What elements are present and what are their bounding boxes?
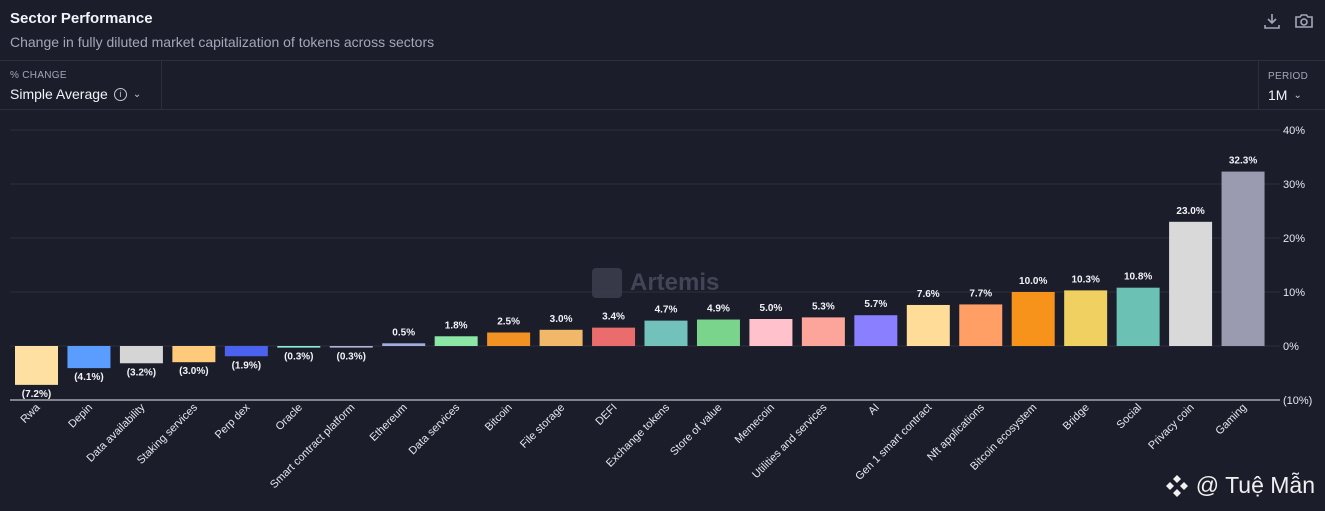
data-label: 5.3% <box>812 301 835 312</box>
bar[interactable] <box>67 346 111 369</box>
bar[interactable] <box>592 327 636 346</box>
x-tick-label: Oracle <box>274 402 305 433</box>
camera-icon[interactable] <box>1293 10 1315 32</box>
data-label: 4.7% <box>655 305 678 316</box>
bar[interactable] <box>801 317 845 346</box>
x-tick-label: Smart contract platform <box>268 402 357 491</box>
chevron-down-icon: ⌄ <box>1293 89 1302 101</box>
data-label: (4.1%) <box>74 372 103 383</box>
bar[interactable] <box>1221 171 1265 346</box>
divider <box>161 61 162 109</box>
x-tick-label: File storage <box>518 402 567 451</box>
data-label: (1.9%) <box>232 360 261 371</box>
x-tick-label: Memecoin <box>733 402 777 446</box>
x-tick-label: Social <box>1115 402 1145 432</box>
info-icon[interactable]: i <box>113 87 127 101</box>
bar-chart: 40% 30% 20% 10% 0% (10%) (7.2%)Rwa (4.1%) Depin (… <box>10 125 1312 491</box>
credit-text: @ Tuệ Mẫn <box>1195 472 1315 498</box>
download-icon[interactable] <box>1261 10 1283 32</box>
chart-subtitle: Change in fully diluted market capitaliz… <box>10 34 435 50</box>
x-tick-label: DEFI <box>593 402 619 428</box>
bar[interactable] <box>487 332 531 347</box>
x-tick-label: Bitcoin <box>483 402 515 434</box>
bar[interactable] <box>959 304 1003 346</box>
data-label: 7.7% <box>969 288 992 299</box>
bar[interactable] <box>906 304 950 346</box>
data-label: (7.2%) <box>22 389 51 400</box>
bar[interactable] <box>434 336 478 346</box>
y-tick-label: 10% <box>1283 287 1305 299</box>
x-tick-label: Gen 1 smart contract <box>853 402 934 483</box>
data-label: (0.3%) <box>337 352 366 363</box>
change-label: % CHANGE <box>10 70 67 81</box>
bar[interactable] <box>172 346 216 363</box>
chart-title: Sector Performance <box>10 10 153 27</box>
bar[interactable] <box>696 319 740 346</box>
bar[interactable] <box>382 343 426 346</box>
data-label: 10.3% <box>1071 274 1099 285</box>
y-tick-label: 30% <box>1283 179 1305 191</box>
x-tick-label: Depin <box>66 402 95 431</box>
bar[interactable] <box>854 315 898 346</box>
data-label: 0.5% <box>392 327 415 338</box>
period-selector[interactable]: PERIOD 1M ⌄ <box>1268 71 1308 103</box>
x-tick-label: Ethereum <box>368 402 410 444</box>
bar[interactable] <box>1116 287 1160 346</box>
bar[interactable] <box>1011 292 1055 346</box>
bar[interactable] <box>329 346 373 348</box>
bar[interactable] <box>224 346 268 357</box>
x-tick-label: Data services <box>407 401 463 457</box>
x-tick-label: Store of value <box>668 402 724 458</box>
period-value: 1M <box>1268 87 1288 103</box>
bar[interactable] <box>749 319 793 346</box>
data-label: 23.0% <box>1176 206 1204 217</box>
y-tick-label: (10%) <box>1283 395 1312 407</box>
change-dropdown[interactable]: Simple Average i ⌄ <box>10 86 141 102</box>
x-tick-label: Perp dex <box>213 401 253 441</box>
data-label: 3.0% <box>550 314 573 325</box>
credit: @ Tuệ Mẫn <box>1164 472 1315 499</box>
data-label: 4.9% <box>707 304 730 315</box>
bar[interactable] <box>1169 221 1213 346</box>
data-label: 1.8% <box>445 320 468 331</box>
bar[interactable] <box>539 329 583 346</box>
watermark: Artemis <box>592 268 719 298</box>
data-label: 5.7% <box>864 299 887 310</box>
artemis-logo-icon <box>592 268 622 298</box>
x-tick-label: AI <box>866 402 882 418</box>
data-label: 32.3% <box>1229 156 1257 167</box>
bar[interactable] <box>119 346 163 364</box>
chevron-down-icon: ⌄ <box>132 88 142 100</box>
data-label: (3.2%) <box>127 367 156 378</box>
data-label: 5.0% <box>760 303 783 314</box>
change-value: Simple Average <box>10 86 108 102</box>
data-label: (3.0%) <box>179 366 208 377</box>
period-label: PERIOD <box>1268 71 1309 82</box>
watermark-text: Artemis <box>630 269 720 296</box>
bar[interactable] <box>277 346 321 348</box>
x-tick-label: Gaming <box>1213 402 1249 438</box>
chart-controls: % CHANGE Simple Average i ⌄ PERIOD 1M ⌄ <box>0 60 1325 110</box>
data-label: (0.3%) <box>284 352 313 363</box>
chart-header: Sector Performance Change in fully dilut… <box>10 10 1315 60</box>
data-label: 10.8% <box>1124 272 1152 283</box>
bar[interactable] <box>1064 290 1108 346</box>
y-tick-label: 20% <box>1283 233 1305 245</box>
data-label: 10.0% <box>1019 276 1047 287</box>
bar[interactable] <box>644 320 688 346</box>
data-label: 7.6% <box>917 289 940 300</box>
x-tick-label: Privacy coin <box>1146 402 1196 452</box>
divider <box>1258 61 1259 109</box>
bar[interactable] <box>15 346 58 385</box>
x-tick-label: Rwa <box>19 401 44 426</box>
diamond-logo-icon <box>1165 474 1188 497</box>
x-tick-label: Bridge <box>1061 402 1092 433</box>
data-label: 3.4% <box>602 312 625 323</box>
data-label: 2.5% <box>497 317 520 328</box>
period-dropdown[interactable]: 1M ⌄ <box>1268 87 1308 103</box>
change-selector[interactable]: % CHANGE Simple Average i ⌄ <box>10 70 141 102</box>
y-tick-label: 0% <box>1283 341 1299 353</box>
y-tick-label: 40% <box>1283 125 1305 137</box>
